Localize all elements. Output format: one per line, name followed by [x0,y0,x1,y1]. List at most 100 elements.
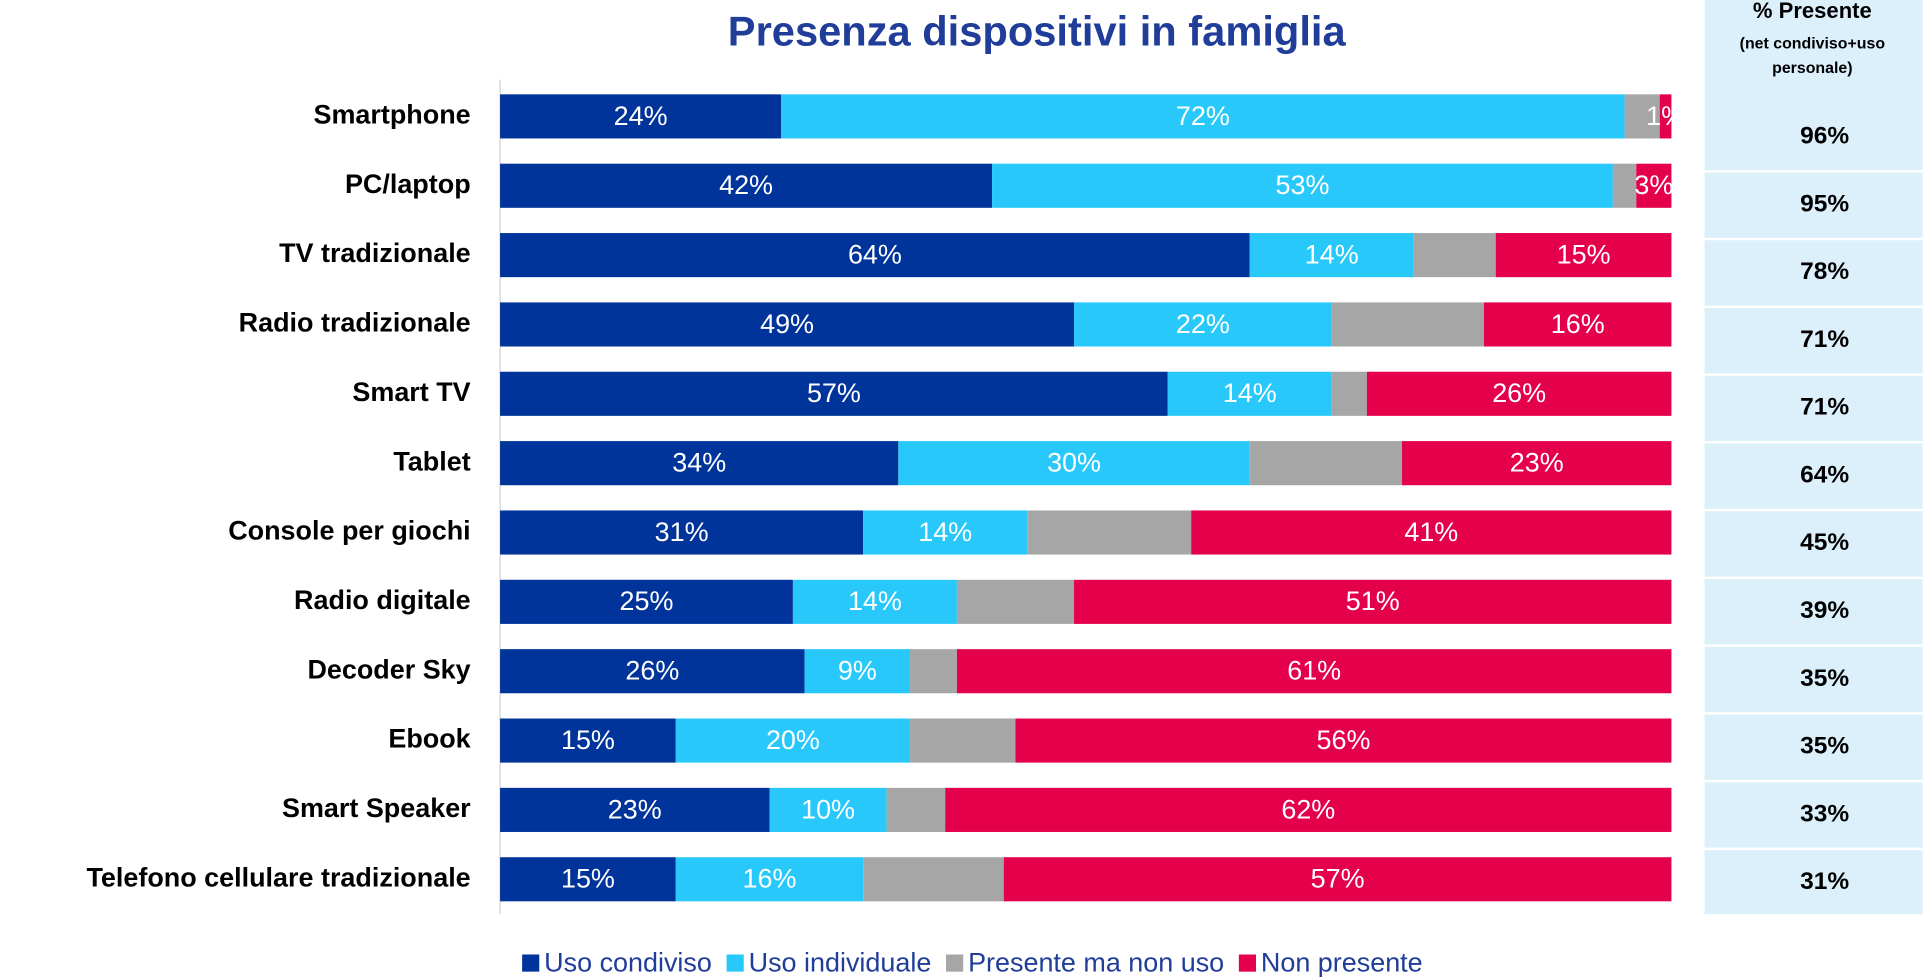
bar-segment [500,163,993,208]
side-value: 71% [1800,394,1849,421]
data-label: 26% [625,656,679,686]
data-label: 25% [620,586,674,616]
bar-segment [804,649,911,694]
data-label: 15% [561,725,615,755]
category-label: Smart TV [352,377,470,407]
data-label: 14% [1305,239,1359,269]
data-label: 16% [1551,309,1605,339]
side-value: 33% [1800,800,1849,827]
bar-segment [898,441,1250,486]
bar-segment [910,718,1016,763]
bar-segment [956,649,1672,694]
data-label: 16% [743,864,797,894]
bar-segment [675,718,911,763]
data-label: 22% [1176,309,1230,339]
category-label: PC/laptop [345,169,471,199]
bar-segment [1191,510,1672,555]
bar-segment [500,718,676,763]
bar-segment [910,649,957,694]
bar-segment [1074,302,1332,347]
bar-segment [1003,857,1672,902]
data-label: 1% [1646,101,1685,131]
bar-segment [500,233,1250,278]
bar-segment [1249,233,1414,278]
category-label: Tablet [393,446,470,476]
legend-label: Presente ma non uso [968,947,1224,977]
bar-segment [500,94,782,139]
data-label: 23% [608,794,662,824]
bar-segment [956,579,1075,624]
side-value: 31% [1800,868,1849,895]
data-label: 41% [1404,517,1458,547]
legend-swatch [726,954,744,972]
bar-segment [1366,371,1672,416]
category-label: Radio digitale [294,585,471,615]
data-label: 53% [1275,170,1329,200]
data-label: 23% [1510,448,1564,478]
data-label: 9% [838,656,877,686]
side-title: % Presente [1753,0,1872,23]
legend-swatch [522,954,540,972]
data-label: 56% [1316,725,1370,755]
chart-title: Presenza dispositivi in famiglia [728,7,1347,54]
bar-segment [500,302,1075,347]
bar-segment [500,857,676,902]
side-value: 39% [1800,597,1849,624]
bar-segment [781,94,1625,139]
data-label: 30% [1047,448,1101,478]
bar-segment [992,163,1613,208]
category-label: TV tradizionale [279,238,471,268]
data-label: 15% [561,864,615,894]
bar-segment [500,510,864,555]
data-label: 24% [614,101,668,131]
data-label: 3% [1634,170,1673,200]
data-label: 26% [1492,378,1546,408]
category-label: Telefono cellulare tradizionale [86,862,470,892]
data-label: 14% [1223,378,1277,408]
category-label: Smartphone [314,100,471,130]
data-label: 34% [672,448,726,478]
bar-segment [1624,94,1660,139]
category-label: Radio tradizionale [239,308,471,338]
bar-segment [886,787,946,832]
data-label: 72% [1176,101,1230,131]
bar-segment [1074,579,1672,624]
data-label: 62% [1281,794,1335,824]
data-label: 20% [766,725,820,755]
data-label: 31% [655,517,709,547]
legend-swatch [1238,954,1257,972]
data-label: 14% [848,586,902,616]
data-label: 49% [760,309,814,339]
data-label: 51% [1346,586,1400,616]
side-value: 64% [1800,461,1849,488]
data-label: 57% [807,378,861,408]
bar-segment [1331,302,1485,347]
side-subtitle: personale) [1772,60,1852,77]
legend-label: Uso condiviso [544,947,712,977]
data-label: 64% [848,239,902,269]
data-label: 14% [918,517,972,547]
bar-segment [1484,302,1672,347]
bar-segment [863,510,1028,555]
legend-label: Non presente [1261,947,1423,977]
bar-segment [1612,163,1637,208]
side-value: 95% [1800,190,1849,217]
side-value: 35% [1800,733,1849,760]
bar-segment [1402,441,1672,486]
bar-segment [500,579,793,624]
bar-segment [500,441,899,486]
category-label: Smart Speaker [282,793,471,823]
bar-segment [500,649,805,694]
side-value: 78% [1800,258,1849,285]
side-panel [1704,0,1923,915]
bar-segment [1331,371,1367,416]
data-label: 10% [801,794,855,824]
bar-segment [863,857,1004,902]
legend-label: Uso individuale [749,947,932,977]
side-value: 35% [1800,665,1849,692]
bar-segment [500,787,770,832]
bar-segment [1167,371,1332,416]
bar-segment [792,579,957,624]
